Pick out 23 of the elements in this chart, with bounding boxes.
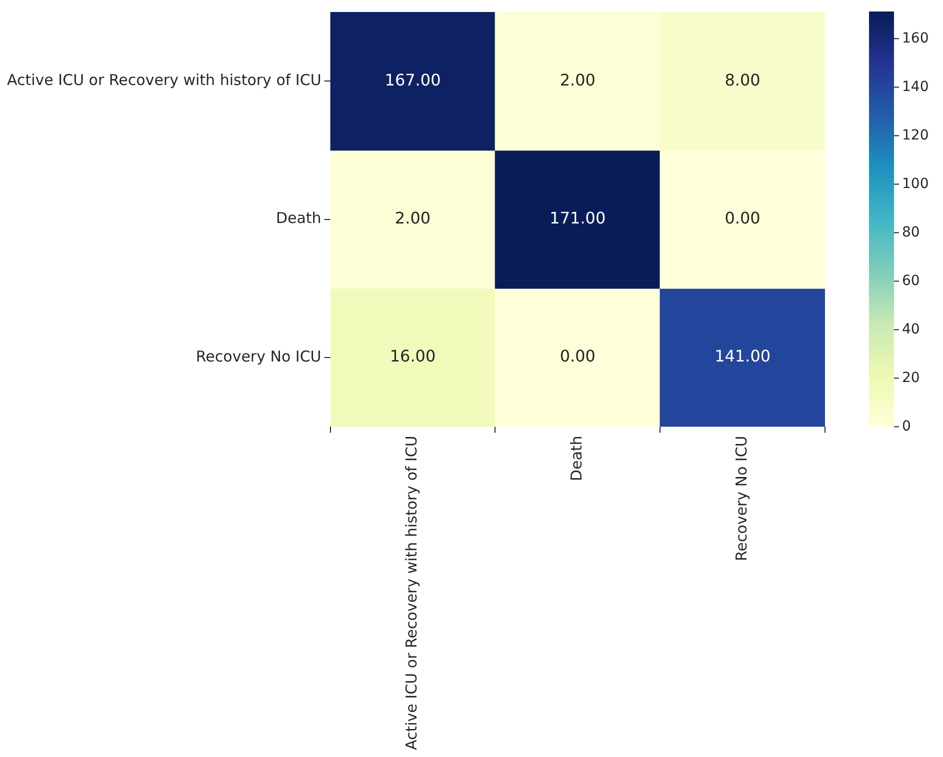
- color-bar-label: 80: [902, 224, 920, 240]
- color-bar-label: 60: [902, 272, 920, 289]
- color-bar-label: 20: [902, 370, 920, 386]
- color-bar-label: 160: [902, 30, 929, 46]
- color-bar-label: 140: [902, 78, 929, 95]
- color-bar-label: 40: [902, 321, 920, 338]
- data-label: 0.00: [560, 346, 596, 366]
- x-tick-label: Death: [568, 436, 586, 482]
- y-tick-label: Recovery No ICU: [196, 347, 322, 366]
- data-label: 8.00: [724, 70, 760, 90]
- color-bar-label: 120: [902, 127, 929, 144]
- data-label: 141.00: [714, 346, 771, 366]
- data-label: 2.00: [394, 208, 431, 228]
- data-label: 16.00: [390, 346, 436, 366]
- y-tick-label: Active ICU or Recovery with history of ICU: [7, 71, 322, 90]
- data-label: 2.00: [560, 70, 596, 90]
- color-bar-label: 0: [902, 418, 911, 434]
- data-label: 0.00: [724, 208, 760, 228]
- data-label: 167.00: [384, 70, 441, 90]
- color-bar-label: 100: [902, 176, 929, 192]
- x-tick-label: Recovery No ICU: [732, 436, 750, 562]
- data-label: 171.00: [550, 208, 606, 228]
- y-tick-label: Death: [276, 209, 322, 228]
